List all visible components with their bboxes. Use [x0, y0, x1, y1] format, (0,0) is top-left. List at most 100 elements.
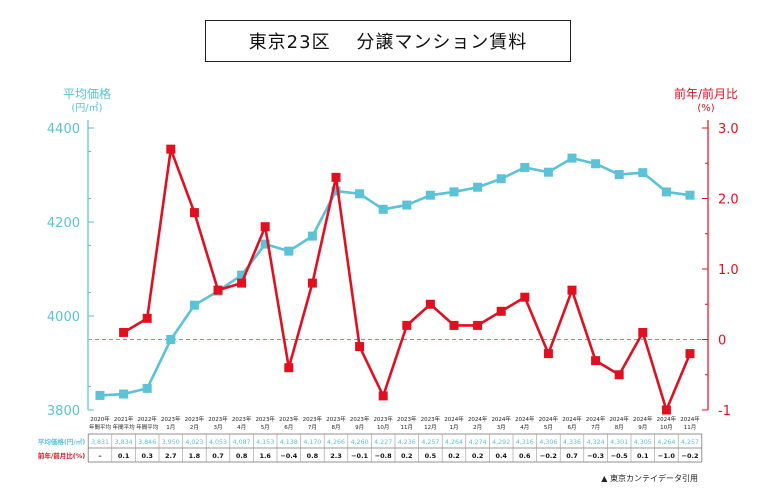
x-category-period: 12月 [424, 424, 437, 431]
table-cell-rent: 3,834 [115, 439, 133, 446]
yoy-data-point [473, 320, 483, 330]
table-cell-rent: 4,053 [209, 439, 227, 446]
table-cell-rent: 4,260 [351, 439, 369, 446]
x-category-year: 2023年 [279, 415, 299, 423]
x-category-year: 2024年 [515, 415, 535, 423]
x-category-year: 2020年 [90, 415, 110, 423]
rent-data-point [685, 190, 695, 200]
x-category-period: 9月 [355, 424, 364, 431]
x-category-year: 2023年 [185, 415, 205, 423]
left-axis-tick-label: 3800 [47, 404, 80, 419]
table-cell-rent: 4,305 [634, 439, 652, 446]
table-cell-yoy: 0.7 [566, 452, 578, 460]
rent-data-point [237, 270, 247, 280]
x-category-period: 10月 [377, 424, 390, 431]
table-cell-rent: 4,306 [539, 439, 557, 446]
rent-data-point [661, 187, 671, 197]
x-category-period: 11月 [401, 424, 414, 431]
table-cell-rent: 4,236 [398, 439, 416, 446]
x-category-period: 1月 [450, 424, 459, 431]
x-category-year: 2023年 [326, 415, 346, 423]
rent-data-point [95, 390, 105, 400]
yoy-data-point [166, 144, 176, 154]
yoy-series-line [122, 147, 692, 412]
table-cell-yoy: −0.2 [682, 452, 699, 460]
x-category-period: 11月 [684, 424, 697, 431]
rent-data-point [449, 187, 459, 197]
table-cell-yoy: 2.7 [165, 452, 177, 460]
table-cell-rent: 4,316 [516, 439, 534, 446]
left-axis-tick-label: 4000 [47, 310, 80, 325]
x-category-period: 2月 [473, 424, 482, 431]
x-category-period: 4月 [237, 424, 246, 431]
x-category-period: 年間平均 [89, 423, 112, 431]
table-cell-yoy: 2.3 [330, 452, 342, 460]
table-cell-yoy: 0.1 [118, 452, 130, 460]
table-cell-yoy: 0.2 [448, 452, 460, 460]
x-category-year: 2024年 [586, 415, 606, 423]
x-category-year: 2023年 [161, 415, 181, 423]
x-category-period: 8月 [332, 424, 341, 431]
x-category-year: 2024年 [539, 415, 559, 423]
yoy-data-point [614, 370, 624, 380]
rent-data-point [119, 389, 129, 399]
x-category-period: 6月 [284, 424, 293, 431]
yoy-data-point [638, 327, 648, 337]
table-cell-yoy: 0.2 [472, 452, 484, 460]
x-category-period: 5月 [544, 424, 553, 431]
x-category-year: 2023年 [421, 415, 441, 423]
x-category-year: 2024年 [609, 415, 629, 423]
x-category-year: 2024年 [468, 415, 488, 423]
yoy-data-point [307, 278, 317, 288]
yoy-data-point [284, 363, 294, 373]
table-cell-yoy: 0.3 [141, 452, 153, 460]
rent-data-point [425, 190, 435, 200]
table-cell-yoy: 1.8 [189, 452, 201, 460]
table-cell-rent: 4,274 [469, 439, 487, 446]
yoy-data-point [543, 349, 553, 359]
yoy-data-point [260, 222, 270, 232]
x-category-period: 7月 [591, 424, 600, 431]
x-category-year: 2021年 [114, 415, 134, 423]
right-axis-tick-label: 1.0 [718, 263, 739, 278]
rent-data-point [307, 231, 317, 241]
yoy-data-point [237, 278, 247, 288]
yoy-data-point [591, 356, 601, 366]
table-cell-rent: 4,138 [280, 439, 298, 446]
x-category-period: 9月 [638, 424, 647, 431]
x-category-period: 3月 [214, 424, 223, 431]
rent-data-point [402, 200, 412, 210]
rent-data-point [567, 153, 577, 163]
x-category-period: 10月 [660, 424, 673, 431]
yoy-data-point [213, 285, 223, 295]
yoy-data-point [661, 405, 671, 415]
rent-data-point [189, 300, 199, 310]
rent-data-point [166, 335, 176, 344]
table-cell-yoy: 0.7 [212, 452, 224, 460]
table-cell-yoy: −0.3 [587, 452, 604, 460]
table-row-label-yoy: 前年/前月比(%) [38, 451, 85, 460]
yoy-data-point [189, 208, 199, 218]
yoy-data-point [425, 299, 435, 309]
table-cell-yoy: 0.6 [519, 452, 531, 460]
table-cell-yoy: 0.8 [307, 452, 319, 460]
table-cell-rent: 4,023 [185, 439, 203, 446]
rent-data-point [284, 246, 294, 256]
table-cell-rent: 4,227 [374, 439, 392, 446]
table-cell-rent: 3,831 [91, 439, 109, 446]
yoy-data-point [449, 320, 459, 330]
right-axis-title: 前年/前月比 [674, 86, 738, 101]
x-category-year: 2024年 [444, 415, 464, 423]
rent-data-point [543, 167, 553, 177]
yoy-data-point [378, 391, 388, 401]
table-cell-yoy: 1.6 [259, 452, 271, 460]
table-cell-yoy: 0.1 [637, 452, 649, 460]
table-cell-rent: 4,292 [492, 439, 510, 446]
rent-data-point [591, 159, 601, 169]
table-cell-rent: 4,264 [657, 439, 675, 446]
table-cell-yoy: −0.5 [611, 452, 628, 460]
yoy-data-point [496, 306, 506, 316]
rent-data-point [638, 168, 648, 178]
rent-data-point [260, 239, 270, 249]
